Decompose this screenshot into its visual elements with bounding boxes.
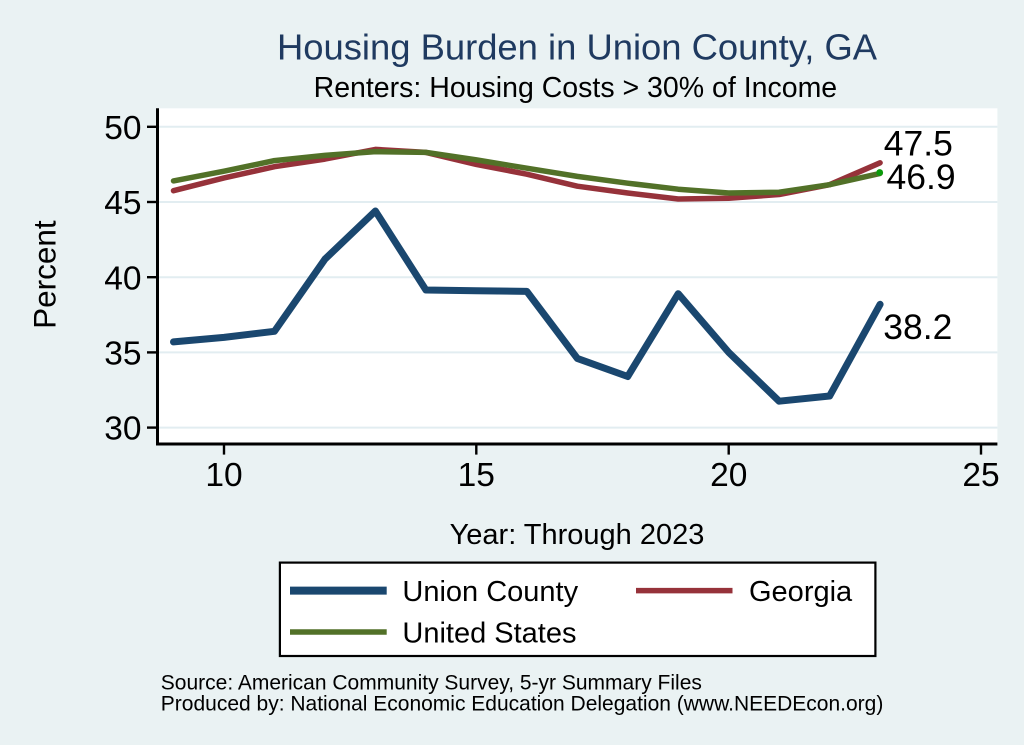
svg-text:Housing Burden in Union County: Housing Burden in Union County, GA (277, 26, 878, 67)
svg-text:20: 20 (710, 457, 747, 494)
svg-text:38.2: 38.2 (883, 307, 952, 347)
svg-text:25: 25 (962, 457, 999, 494)
svg-text:Percent: Percent (27, 220, 63, 329)
svg-text:United States: United States (402, 617, 576, 649)
svg-text:Georgia: Georgia (749, 576, 853, 608)
svg-text:Renters: Housing Costs > 30% o: Renters: Housing Costs > 30% of Income (314, 72, 838, 104)
svg-text:30: 30 (104, 411, 141, 448)
svg-text:Union County: Union County (402, 576, 578, 608)
svg-text:47.5: 47.5 (884, 124, 953, 164)
svg-text:45: 45 (104, 185, 141, 222)
svg-text:46.9: 46.9 (887, 157, 956, 197)
svg-text:35: 35 (104, 335, 141, 372)
svg-text:Produced by: National Economic: Produced by: National Economic Education… (161, 693, 884, 716)
svg-text:40: 40 (104, 260, 141, 297)
svg-text:10: 10 (205, 457, 242, 494)
svg-text:Source: American Community Sur: Source: American Community Survey, 5-yr … (161, 672, 702, 695)
svg-text:15: 15 (458, 457, 495, 494)
svg-text:50: 50 (104, 110, 141, 147)
svg-text:Year: Through 2023: Year: Through 2023 (450, 519, 705, 551)
